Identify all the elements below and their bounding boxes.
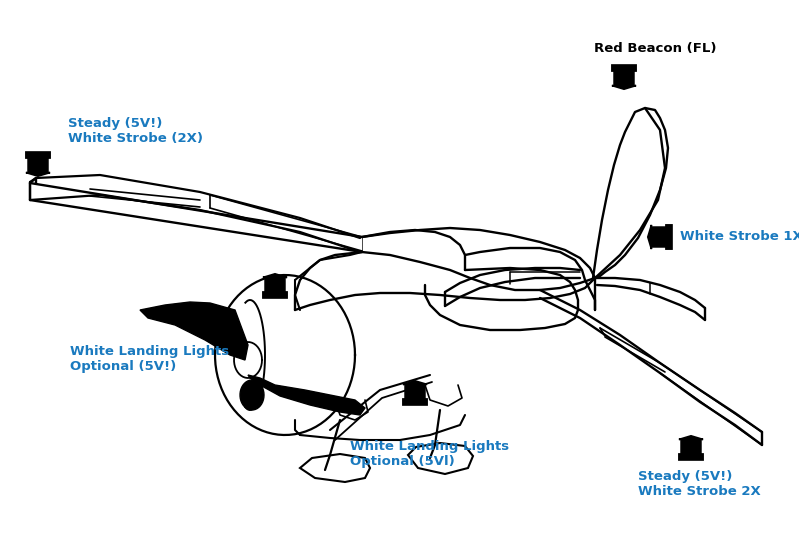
Polygon shape <box>240 380 264 410</box>
Polygon shape <box>140 302 248 360</box>
Polygon shape <box>612 65 636 89</box>
Polygon shape <box>408 443 473 474</box>
Text: Steady (5V!)
White Strobe 2X: Steady (5V!) White Strobe 2X <box>638 470 761 498</box>
Text: White Landing Lights
Optional (5Vl): White Landing Lights Optional (5Vl) <box>350 440 509 468</box>
Polygon shape <box>679 436 703 460</box>
Polygon shape <box>300 454 370 482</box>
Text: Steady (5V!)
White Strobe (2X): Steady (5V!) White Strobe (2X) <box>68 117 203 145</box>
Polygon shape <box>648 225 672 249</box>
Text: White Landing Lights
Optional (5V!): White Landing Lights Optional (5V!) <box>70 345 229 373</box>
Polygon shape <box>248 375 365 415</box>
Text: Red Beacon (FL): Red Beacon (FL) <box>594 42 717 55</box>
Polygon shape <box>26 152 50 176</box>
Text: White Strobe 1X: White Strobe 1X <box>680 230 799 243</box>
Polygon shape <box>263 274 287 298</box>
Polygon shape <box>403 381 427 405</box>
